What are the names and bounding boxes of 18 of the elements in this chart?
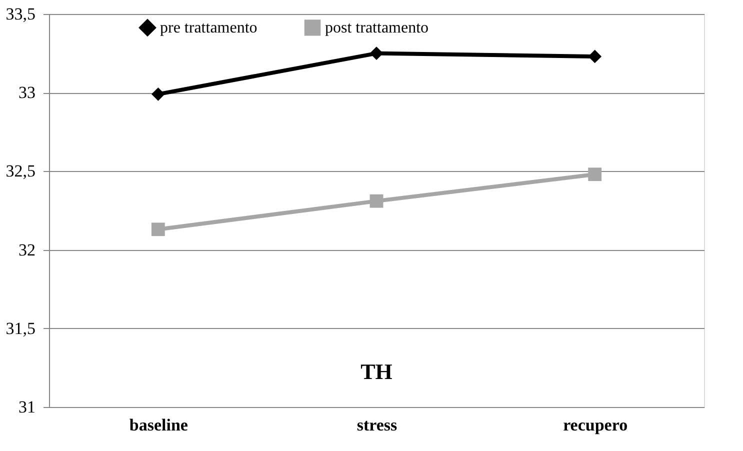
point [151,222,165,236]
legend-label: post trattamento [325,20,429,37]
legend-label: pre trattamento [160,20,258,37]
annotation: TH [360,359,392,384]
y-tick-label: 33 [18,83,36,102]
point [370,194,384,208]
point [588,168,602,182]
y-tick-label: 31,5 [6,318,36,338]
x-tick-label: baseline [129,416,188,434]
y-tick-label: 32 [18,240,36,260]
point [151,87,165,101]
point [588,50,602,64]
x-tick-label: recupero [563,416,628,434]
y-tick-label: 32,5 [6,162,36,181]
point [370,46,384,60]
y-tick-label: 31 [18,398,36,416]
y-tick-label: 33,5 [6,4,36,24]
x-tick-label: stress [356,416,398,434]
